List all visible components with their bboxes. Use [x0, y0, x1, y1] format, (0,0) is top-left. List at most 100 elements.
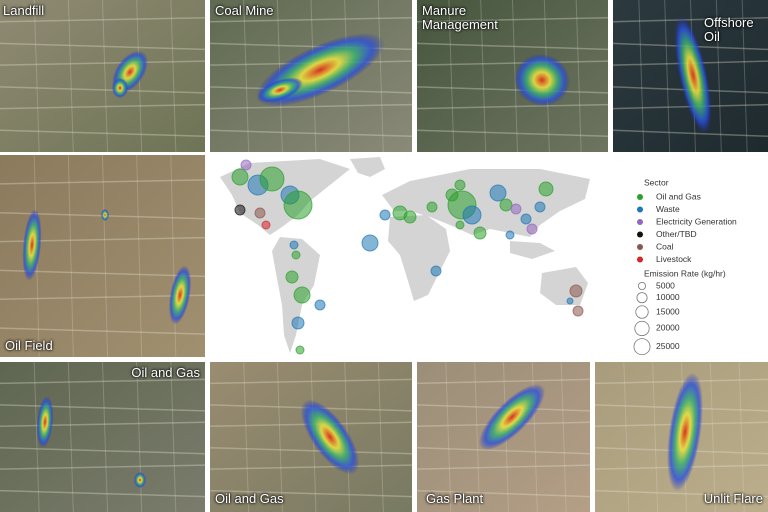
road: [377, 0, 384, 152]
methane-plume: [101, 209, 109, 221]
tile-label: Coal Mine: [215, 3, 274, 18]
emission-bubble: [291, 250, 301, 260]
methane-plume: [134, 472, 146, 488]
tile-label: Manure Management: [422, 3, 498, 32]
road: [136, 155, 143, 357]
emission-bubble: [403, 210, 417, 224]
methane-plume: [514, 53, 570, 107]
emission-bubble: [261, 220, 271, 230]
emission-bubble: [361, 234, 379, 252]
legend-label: Livestock: [656, 254, 692, 264]
road: [210, 446, 412, 455]
road: [0, 60, 205, 66]
road: [0, 446, 205, 455]
image-tile: Landfill: [0, 0, 205, 152]
emission-bubble: [234, 204, 246, 216]
tile-label: Unlit Flare: [703, 491, 763, 506]
emission-bubble: [489, 184, 507, 202]
satellite-image: [210, 362, 412, 512]
road: [664, 0, 671, 152]
legend-title: Sector: [644, 177, 669, 187]
road: [741, 0, 748, 152]
road: [102, 155, 108, 357]
emission-bubble: [499, 198, 513, 212]
legend-size-label: 15000: [656, 306, 680, 316]
tile-label: Gas Plant: [426, 491, 484, 506]
road: [417, 16, 608, 23]
road: [417, 60, 608, 66]
road: [417, 42, 608, 51]
road: [738, 362, 745, 512]
legend-size-circle: [637, 282, 646, 291]
emission-bubble: [473, 226, 487, 240]
emission-bubble: [454, 179, 466, 191]
emission-bubble: [293, 286, 311, 304]
legend-label: Electricity Generation: [656, 216, 737, 226]
road: [652, 362, 659, 512]
road: [638, 0, 645, 152]
road: [102, 0, 108, 152]
road: [595, 378, 768, 385]
road: [0, 421, 205, 428]
road: [0, 404, 205, 412]
methane-plume: [168, 265, 192, 325]
image-tile: Gas Plant: [417, 362, 590, 512]
road: [417, 446, 590, 455]
road: [0, 42, 205, 51]
legend-swatch: [637, 256, 643, 263]
road: [210, 129, 412, 138]
road: [0, 86, 205, 94]
road: [377, 362, 384, 512]
road: [0, 464, 205, 470]
image-tile: Oil and Gas: [210, 362, 412, 512]
methane-plume: [300, 399, 360, 475]
emission-bubble: [462, 205, 482, 225]
tile-label: Oil and Gas: [131, 365, 200, 380]
satellite-image: [0, 155, 205, 357]
road: [67, 362, 74, 512]
road: [67, 0, 74, 152]
road: [715, 0, 722, 152]
emission-bubble: [426, 201, 438, 213]
road: [417, 464, 590, 470]
road: [243, 362, 250, 512]
satellite-image: [0, 0, 205, 152]
legend-size-circle: [635, 305, 649, 319]
emission-bubble: [259, 166, 285, 192]
emission-bubble: [289, 240, 299, 250]
methane-plume: [22, 209, 42, 281]
road: [33, 362, 40, 512]
road: [0, 129, 205, 138]
legend-label: Coal: [656, 241, 674, 251]
legend-label: Waste: [656, 204, 680, 214]
legend-label: Oil and Gas: [656, 191, 701, 201]
road: [474, 362, 481, 512]
emission-bubble: [379, 209, 391, 221]
emission-bubble: [314, 299, 326, 311]
methane-plume: [112, 78, 128, 98]
methane-plume: [674, 16, 712, 134]
emission-bubble: [291, 316, 305, 330]
road: [417, 103, 608, 110]
road: [170, 362, 177, 512]
road: [170, 0, 177, 152]
road: [0, 16, 205, 23]
satellite-image: [417, 0, 608, 152]
road: [0, 327, 205, 335]
road: [613, 16, 768, 23]
emission-bubble: [510, 203, 522, 215]
emission-bubble: [285, 270, 299, 284]
legend-size-circle: [633, 338, 651, 355]
satellite-image: [595, 362, 768, 512]
emission-bubble: [534, 201, 546, 213]
emission-bubble: [231, 168, 249, 186]
satellite-image: [417, 362, 590, 512]
emission-bubble: [566, 297, 574, 305]
road: [67, 155, 74, 357]
emission-bubble: [430, 265, 442, 277]
image-background: [417, 0, 608, 152]
legend-swatch: [637, 194, 643, 200]
road: [417, 129, 608, 138]
methane-plume: [667, 372, 703, 492]
